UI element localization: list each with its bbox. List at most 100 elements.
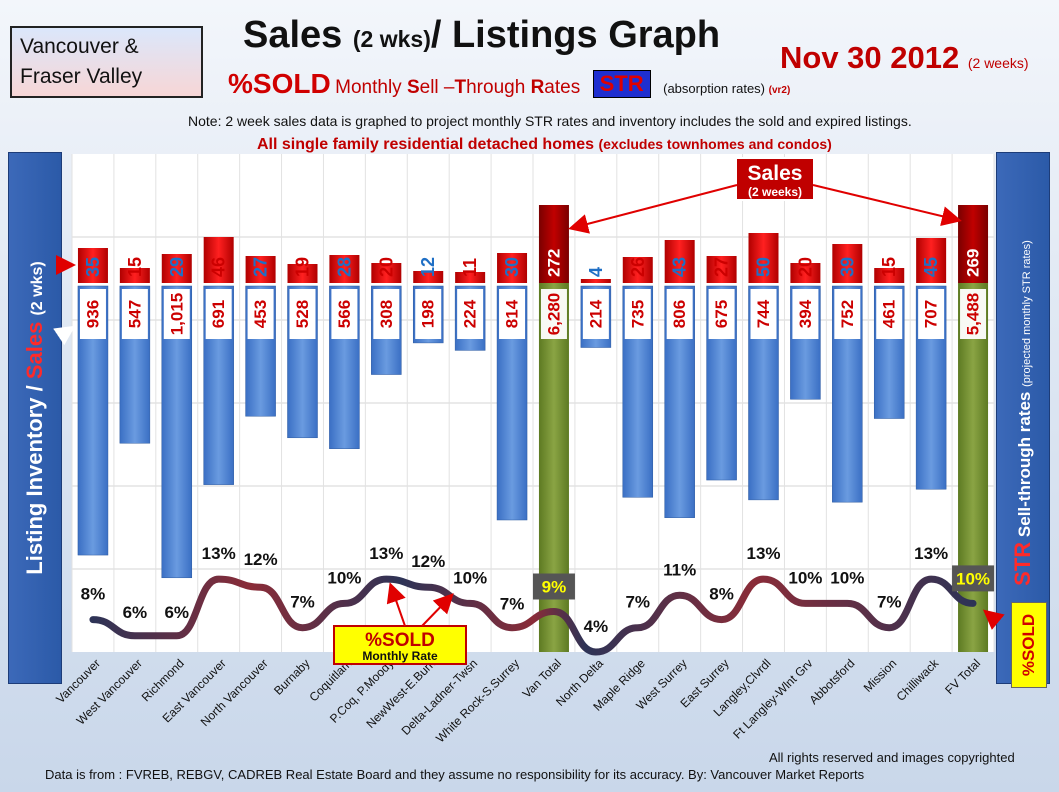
data-source-note: Data is from : FVREB, REBGV, CADREB Real… — [45, 767, 865, 782]
sales-callout-arrow-right — [812, 184, 962, 226]
subtitle-line: %SOLD Monthly Sell –Through Rates STR (a… — [228, 68, 790, 100]
str-label: 10% — [788, 568, 822, 587]
inventory-label-bg — [331, 289, 358, 339]
str-label: 8% — [709, 585, 734, 604]
inventory-label: 735 — [628, 300, 647, 328]
sales-label: 46 — [209, 257, 229, 277]
str-label: 13% — [202, 544, 236, 563]
sales-bars — [77, 205, 989, 283]
sales-label: 20 — [376, 257, 396, 277]
inventory-label: 675 — [712, 300, 731, 328]
sales-bar — [958, 205, 989, 283]
sales-callout-sub: (2 weeks) — [748, 185, 802, 199]
sales-label: 19 — [293, 257, 313, 277]
sold-rate-box — [333, 625, 467, 665]
str-description: Monthly Sell –Through Rates — [335, 77, 581, 98]
sold-rate-callout: %SOLD Monthly Rate — [333, 582, 467, 665]
inventory-label-bg — [540, 289, 567, 339]
sales-label: 269 — [964, 249, 983, 277]
sales-label: 35 — [83, 257, 103, 277]
inventory-labels: 936 547 1,015 691 453 528 566 308 198 224 814 6,280… — [79, 289, 987, 339]
sales-bar — [664, 240, 695, 283]
sales-bar — [329, 255, 360, 283]
str-label: 9% — [542, 578, 567, 597]
str-labels: 8% 6% 6% 13% 12% 7% 10% 13% 12% 10% 7% 9% 4% 7% 11% 8% 1… — [81, 544, 995, 636]
page-title: Sales (2 wks)/ Listings Graph — [243, 14, 720, 57]
str-label: 10% — [327, 568, 361, 587]
str-line — [89, 575, 977, 656]
scope-main: All single family residential detached h… — [257, 136, 594, 153]
sales-callout: Sales (2 weeks) — [568, 157, 962, 234]
inventory-label-bg — [247, 289, 274, 339]
category-label: Delta-Ladner-Twsn — [399, 656, 481, 738]
sales-label: 50 — [754, 257, 774, 277]
str-label: 12% — [411, 552, 445, 571]
left-axis-panel: Listing Inventory / Sales (2 wks) — [8, 152, 62, 684]
inventory-label: 394 — [796, 299, 815, 328]
sales-bar — [622, 257, 653, 283]
sales-bar — [748, 233, 779, 283]
sales-label: 11 — [460, 258, 480, 277]
sales-bar — [874, 268, 905, 283]
inventory-axis-pointer — [53, 325, 76, 346]
sales-bar — [77, 248, 108, 283]
sales-callout-box — [735, 157, 815, 201]
inventory-label-bg — [289, 289, 316, 339]
inventory-label-bg — [960, 289, 987, 339]
sold-label: %SOLD — [228, 68, 331, 99]
category-label: Ft Langley-Wlnt Grv — [730, 656, 815, 741]
sales-bar — [161, 254, 192, 283]
sales-label: 29 — [167, 257, 187, 277]
str-curve — [89, 575, 977, 656]
inventory-label-bg — [750, 289, 777, 339]
region-label: Vancouver & Fraser Valley — [10, 26, 203, 98]
inventory-label-bg — [918, 289, 945, 339]
str-label: 13% — [914, 544, 948, 563]
str-label: 10% — [830, 568, 864, 587]
inventory-label: 528 — [293, 300, 312, 328]
str-total-badge — [952, 565, 995, 592]
title-rest: / Listings Graph — [430, 14, 721, 56]
inventory-label: 224 — [461, 299, 480, 328]
sales-label: 28 — [334, 257, 354, 277]
inventory-label: 453 — [251, 300, 270, 328]
sales-label: 26 — [628, 257, 648, 277]
inventory-label-bg — [79, 289, 106, 339]
sold-rate-arrow-2 — [421, 593, 454, 627]
str-label: 13% — [369, 544, 403, 563]
inventory-label: 566 — [335, 300, 354, 328]
sales-bar — [497, 253, 528, 283]
absorption-note: (absorption rates) (vr2) — [663, 81, 791, 96]
category-label: FV Total — [942, 656, 983, 697]
category-label: Mission — [861, 656, 900, 695]
sales-label: 43 — [670, 257, 690, 277]
inventory-label-bg — [582, 289, 609, 339]
note-text: Note: 2 week sales data is graphed to pr… — [188, 113, 912, 129]
category-label: Burnaby — [271, 656, 313, 698]
sales-label: 20 — [795, 257, 815, 277]
inventory-label: 214 — [586, 299, 605, 328]
sales-label: 12 — [418, 257, 438, 277]
inventory-label-bg — [499, 289, 526, 339]
inventory-label-bg — [205, 289, 232, 339]
sold-axis-pointer — [982, 609, 1005, 630]
sold-rate-arrow-1 — [386, 582, 406, 627]
inventory-label-bg — [666, 289, 693, 339]
scope-note: (excludes townhomes and condos) — [598, 136, 832, 152]
sales-bar — [580, 279, 611, 283]
str-label: 4% — [584, 617, 609, 636]
sales-label: 15 — [125, 257, 145, 277]
inventory-label-bg — [373, 289, 400, 339]
sales-bar — [832, 244, 863, 283]
inventory-label: 461 — [880, 300, 899, 328]
sales-bar — [245, 256, 276, 283]
sales-label: 27 — [251, 257, 271, 277]
inventory-label-bg — [163, 289, 190, 339]
str-label: 7% — [877, 593, 902, 612]
str-label: 10% — [453, 568, 487, 587]
inventory-label: 814 — [503, 299, 522, 328]
inventory-label: 1,015 — [167, 293, 186, 336]
inventory-label-bg — [121, 289, 148, 339]
str-label: 13% — [746, 544, 780, 563]
